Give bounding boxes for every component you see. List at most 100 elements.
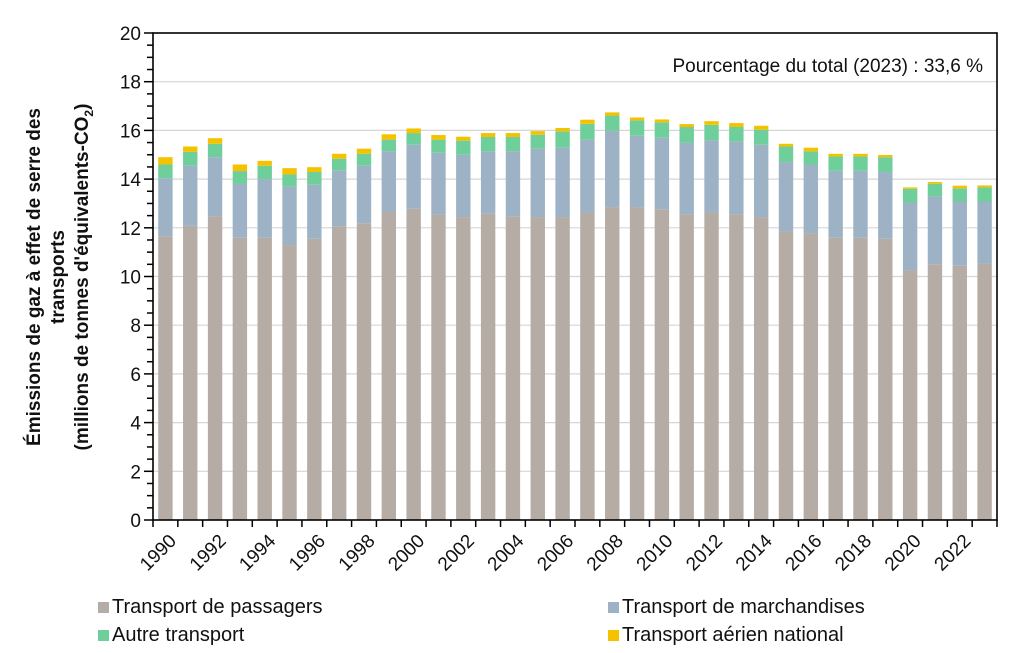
bar-2001-transport-de-marchandises	[431, 152, 446, 215]
bar-1992-autre-transport	[207, 143, 223, 158]
bar-2010-transport-a-rien-national	[654, 119, 670, 123]
bar-stack-2000	[406, 128, 421, 520]
bar-1991-transport-de-marchandises	[183, 165, 198, 226]
legend-swatch-aerien	[608, 630, 619, 641]
bar-1993-autre-transport	[232, 171, 248, 184]
bar-2007-transport-de-marchandises	[580, 139, 595, 213]
bar-1999-transport-de-passagers	[381, 211, 397, 520]
y-axis-label-line-1: Émissions de gaz à effet de serre des	[23, 108, 45, 446]
bar-2023-transport-de-marchandises	[977, 201, 992, 264]
bar-stack-2005	[530, 131, 545, 520]
bar-stack-2006	[555, 127, 570, 520]
percentage-annotation: Pourcentage du total (2023) : 33,6 %	[672, 56, 983, 77]
bar-1994-transport-a-rien-national	[257, 160, 272, 166]
bar-1990-transport-a-rien-national	[158, 157, 173, 165]
bar-2001-transport-de-passagers	[431, 214, 446, 520]
bar-1990-transport-de-passagers	[158, 236, 173, 520]
bar-2021-autre-transport	[927, 183, 943, 197]
bar-stack-1997	[331, 153, 347, 520]
bar-2013-transport-de-passagers	[729, 214, 744, 520]
bar-2016-transport-de-passagers	[803, 233, 819, 520]
bar-stack-2012	[704, 121, 719, 520]
bar-2004-transport-a-rien-national	[505, 133, 521, 137]
bar-2000-autre-transport	[406, 133, 421, 145]
y-tick-label-12: 12	[120, 219, 141, 240]
bar-1993-transport-de-passagers	[232, 237, 248, 520]
bar-2002-transport-de-marchandises	[456, 154, 471, 218]
bar-stack-2021	[927, 182, 943, 520]
bar-2002-transport-de-passagers	[456, 217, 471, 520]
bar-2012-autre-transport	[704, 124, 719, 141]
bar-2005-transport-a-rien-national	[530, 131, 545, 135]
legend-label-autre: Autre transport	[112, 624, 245, 646]
bar-stack-2019	[878, 154, 893, 520]
bar-2011-transport-de-marchandises	[679, 142, 694, 215]
bar-2000-transport-de-passagers	[406, 208, 421, 520]
bar-2003-transport-de-passagers	[480, 213, 496, 520]
bar-2015-transport-de-passagers	[778, 231, 794, 520]
bar-1996-transport-de-marchandises	[307, 184, 322, 239]
bar-2019-autre-transport	[878, 157, 893, 173]
y-tick-label-4: 4	[130, 414, 141, 435]
y-axis-label-close-paren: )	[72, 104, 93, 110]
bar-2013-transport-a-rien-national	[729, 123, 744, 127]
x-tick-label-2000: 2000	[384, 531, 429, 576]
bar-2004-transport-de-passagers	[505, 216, 521, 521]
y-tick-label-20: 20	[120, 24, 141, 45]
bar-1996-autre-transport	[307, 172, 322, 185]
bar-2000-transport-a-rien-national	[406, 128, 421, 134]
x-tick-label-2010: 2010	[633, 531, 678, 576]
bar-2008-transport-de-marchandises	[605, 130, 620, 208]
bar-2009-transport-a-rien-national	[629, 117, 645, 121]
bar-1990-autre-transport	[158, 164, 173, 179]
legend-swatch-passagers	[98, 602, 109, 613]
y-tick-label-10: 10	[120, 268, 141, 289]
bar-2008-transport-de-passagers	[605, 207, 620, 520]
bar-1992-transport-de-passagers	[207, 216, 223, 521]
bar-1994-transport-de-passagers	[257, 237, 272, 520]
bar-1996-transport-de-passagers	[307, 238, 322, 520]
bar-1997-transport-de-passagers	[331, 226, 347, 520]
bar-1998-transport-de-passagers	[356, 223, 372, 521]
x-tick-labels: 1990 1992 1994 1996 1998 2000 2002 2004 2006 2008…	[136, 530, 975, 575]
y-tick-label-6: 6	[130, 365, 141, 386]
bar-stack-2004	[505, 133, 521, 521]
bar-2002-transport-a-rien-national	[456, 136, 471, 141]
bar-2012-transport-de-marchandises	[704, 140, 719, 213]
bar-stack-1999	[381, 134, 397, 520]
legend-item-aerien: Transport aérien national	[608, 624, 844, 647]
bar-1997-transport-a-rien-national	[331, 153, 347, 159]
x-tick-label-2004: 2004	[484, 530, 529, 575]
bar-2005-transport-de-marchandises	[530, 148, 545, 218]
x-tick-label-2016: 2016	[782, 531, 827, 576]
bar-stack-2013	[729, 123, 744, 520]
bar-2009-transport-de-marchandises	[629, 135, 645, 208]
bar-1997-autre-transport	[331, 158, 347, 171]
bar-2017-transport-a-rien-national	[828, 153, 843, 157]
bar-2006-transport-de-passagers	[555, 217, 570, 520]
bar-1994-autre-transport	[257, 165, 272, 180]
legend-swatch-autre	[98, 630, 109, 641]
bar-2023-transport-de-passagers	[977, 263, 992, 520]
bar-2022-transport-a-rien-national	[952, 185, 967, 189]
bar-2014-transport-a-rien-national	[753, 125, 769, 130]
gridlines	[153, 81, 997, 472]
bar-2021-transport-de-marchandises	[927, 196, 943, 265]
bar-2014-transport-de-marchandises	[753, 144, 769, 218]
bar-2020-transport-de-passagers	[902, 270, 918, 520]
legend-label-passagers: Transport de passagers	[112, 596, 323, 618]
bar-2018-transport-de-passagers	[853, 237, 868, 520]
bar-stack-2010	[654, 119, 670, 521]
bar-1998-transport-de-marchandises	[356, 165, 372, 224]
bar-2019-transport-de-marchandises	[878, 172, 893, 239]
bar-2021-transport-a-rien-national	[927, 182, 943, 184]
bar-stack-1994	[257, 160, 272, 520]
y-tick-label-14: 14	[120, 170, 142, 191]
bar-1992-transport-de-marchandises	[207, 157, 223, 217]
y-axis-label-subscript: 2	[82, 110, 96, 117]
bar-2012-transport-a-rien-national	[704, 121, 719, 125]
bar-2011-autre-transport	[679, 126, 694, 143]
bar-2004-autre-transport	[505, 136, 521, 152]
bar-2011-transport-a-rien-national	[679, 124, 694, 127]
